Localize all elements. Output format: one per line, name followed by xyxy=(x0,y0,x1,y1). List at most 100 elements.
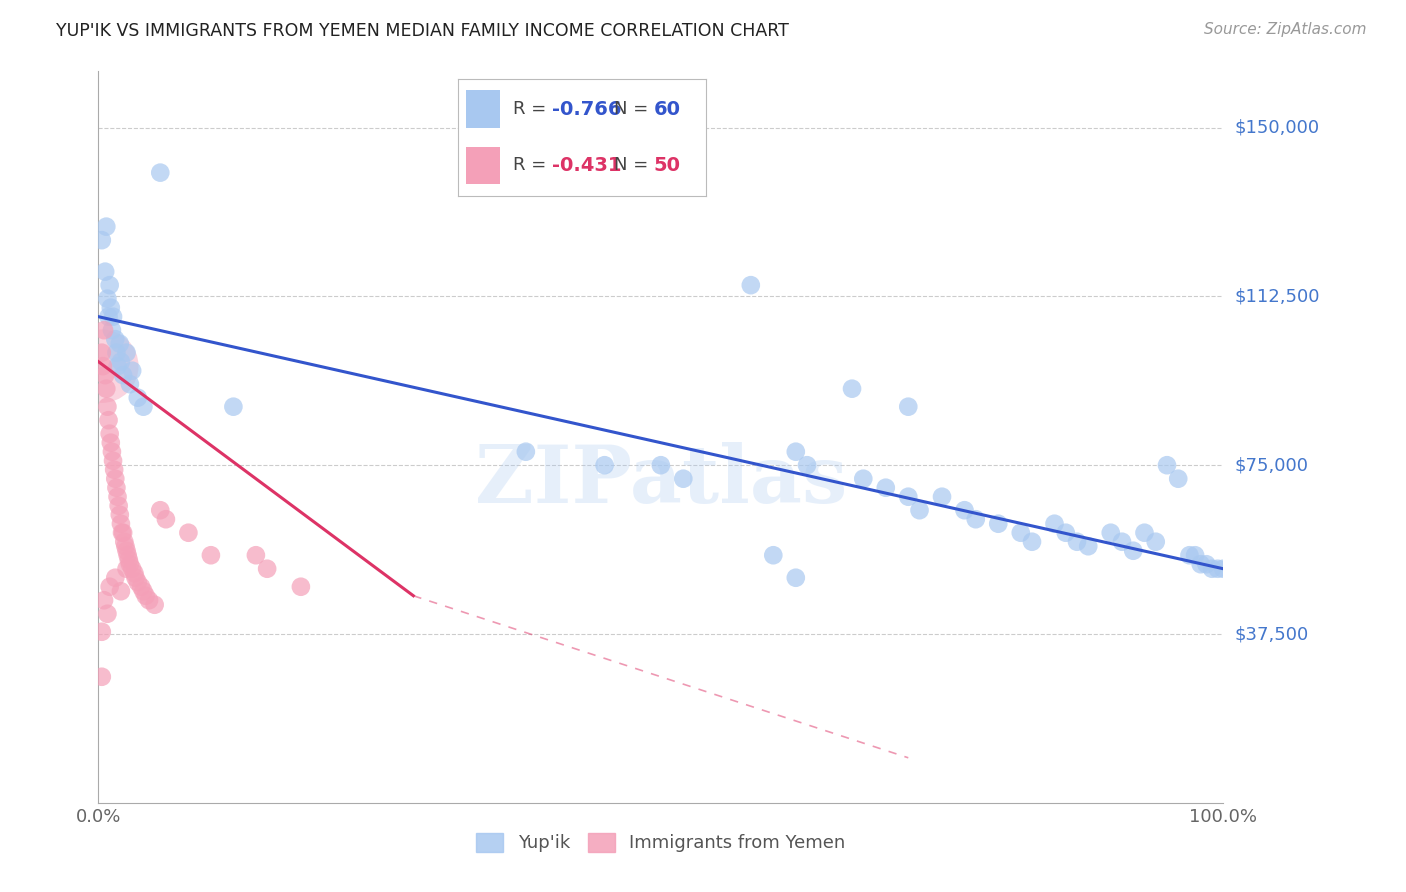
Point xyxy=(103,463,125,477)
Point xyxy=(101,453,124,467)
Point xyxy=(90,624,112,639)
Point xyxy=(100,301,122,315)
Point xyxy=(987,516,1010,531)
Point xyxy=(94,265,117,279)
Point xyxy=(107,499,129,513)
Point xyxy=(115,345,138,359)
Point xyxy=(1212,562,1234,576)
Point xyxy=(1167,472,1189,486)
Point xyxy=(118,558,141,572)
Point xyxy=(290,580,312,594)
Text: ZIPatlas: ZIPatlas xyxy=(475,442,846,520)
Point xyxy=(112,534,135,549)
Point xyxy=(107,359,129,374)
Point xyxy=(96,607,118,621)
Point xyxy=(101,310,124,324)
Point xyxy=(118,553,141,567)
Point xyxy=(117,548,139,562)
Point xyxy=(1054,525,1077,540)
Point xyxy=(104,332,127,346)
Point xyxy=(908,503,931,517)
Point xyxy=(1043,516,1066,531)
Text: Source: ZipAtlas.com: Source: ZipAtlas.com xyxy=(1204,22,1367,37)
Point xyxy=(118,377,141,392)
Point xyxy=(1111,534,1133,549)
Point xyxy=(762,548,785,562)
Legend: Yup'ik, Immigrants from Yemen: Yup'ik, Immigrants from Yemen xyxy=(468,826,853,860)
Point xyxy=(1077,539,1099,553)
Point xyxy=(1189,558,1212,572)
Point xyxy=(953,503,976,517)
Point xyxy=(101,323,124,337)
Point xyxy=(121,364,143,378)
Point xyxy=(90,345,112,359)
Point xyxy=(515,444,537,458)
Point xyxy=(115,562,138,576)
Point xyxy=(115,543,138,558)
Point xyxy=(105,345,128,359)
Point xyxy=(91,359,114,374)
Point xyxy=(785,444,807,458)
Point xyxy=(200,548,222,562)
Point xyxy=(245,548,267,562)
Point xyxy=(1099,525,1122,540)
Point xyxy=(149,166,172,180)
Point xyxy=(104,571,127,585)
Point xyxy=(931,490,953,504)
Point xyxy=(965,512,987,526)
Point xyxy=(114,539,136,553)
Point xyxy=(110,354,132,368)
Point xyxy=(104,472,127,486)
Point xyxy=(740,278,762,293)
Point xyxy=(796,458,818,473)
Point xyxy=(98,278,121,293)
Text: $112,500: $112,500 xyxy=(1234,287,1320,305)
Point xyxy=(138,593,160,607)
Point xyxy=(897,400,920,414)
Point xyxy=(110,584,132,599)
Point xyxy=(143,598,166,612)
Point xyxy=(222,400,245,414)
Point xyxy=(93,593,115,607)
Point xyxy=(108,508,131,522)
Point xyxy=(98,580,121,594)
Point xyxy=(96,292,118,306)
Point xyxy=(256,562,278,576)
Point xyxy=(112,525,135,540)
Point xyxy=(112,368,135,383)
Text: YUP'IK VS IMMIGRANTS FROM YEMEN MEDIAN FAMILY INCOME CORRELATION CHART: YUP'IK VS IMMIGRANTS FROM YEMEN MEDIAN F… xyxy=(56,22,789,40)
Point xyxy=(127,391,149,405)
Point xyxy=(100,435,122,450)
Point xyxy=(650,458,672,473)
Point xyxy=(124,566,146,581)
Text: $75,000: $75,000 xyxy=(1234,456,1309,475)
Point xyxy=(1010,525,1032,540)
Point xyxy=(96,400,118,414)
Text: $37,500: $37,500 xyxy=(1234,625,1309,643)
Point xyxy=(897,490,920,504)
Point xyxy=(1178,548,1201,562)
Point xyxy=(98,426,121,441)
Point xyxy=(127,575,149,590)
Point xyxy=(1021,534,1043,549)
Point xyxy=(135,589,157,603)
Point xyxy=(1195,558,1218,572)
Point xyxy=(129,580,152,594)
Point xyxy=(105,481,128,495)
Point xyxy=(90,233,112,247)
Point xyxy=(96,382,118,396)
Point xyxy=(785,571,807,585)
Point xyxy=(132,584,155,599)
Point xyxy=(1066,534,1088,549)
Point xyxy=(1184,548,1206,562)
Point xyxy=(672,472,695,486)
Point xyxy=(1206,562,1229,576)
Point xyxy=(841,382,863,396)
Point xyxy=(94,368,117,383)
Point xyxy=(875,481,897,495)
Point xyxy=(149,503,172,517)
Point xyxy=(107,490,129,504)
Point xyxy=(121,562,143,576)
Point xyxy=(1156,458,1178,473)
Point xyxy=(132,400,155,414)
